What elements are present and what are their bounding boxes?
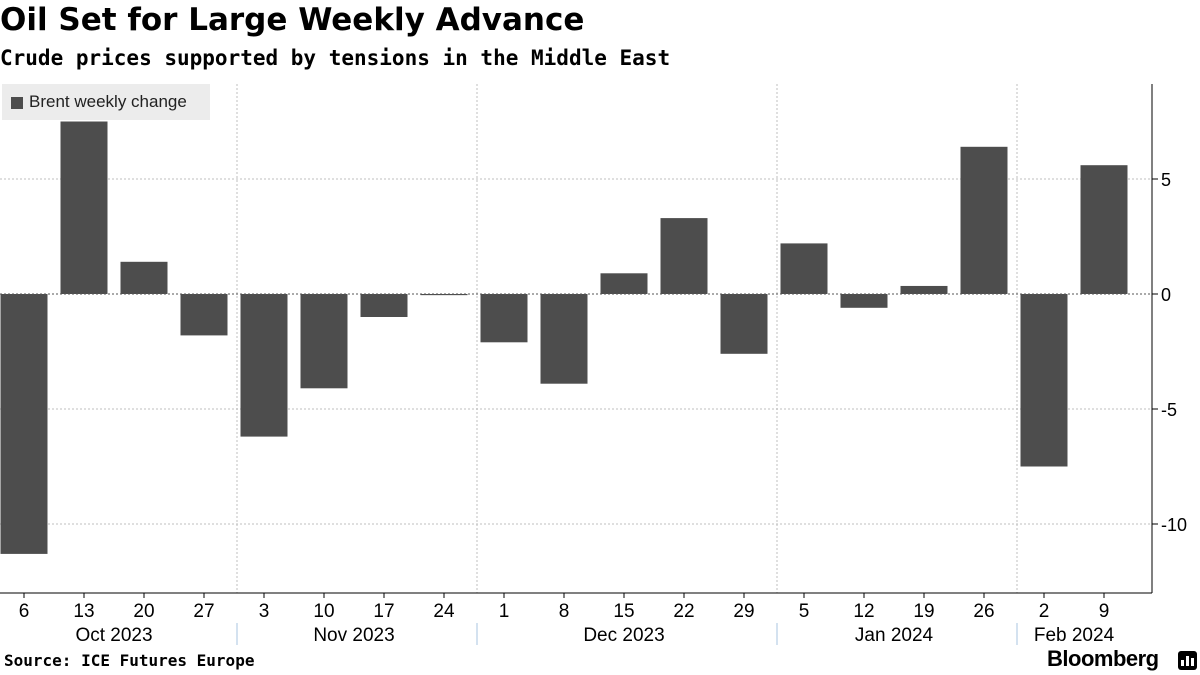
y-tick-label: -5 (1161, 400, 1177, 420)
month-label: Dec 2023 (583, 625, 664, 646)
x-tick-label: 6 (19, 601, 30, 622)
bar-13 (60, 121, 108, 294)
legend: Brent weekly change (2, 84, 210, 120)
source-note: Source: ICE Futures Europe (4, 651, 255, 670)
bar-6 (0, 294, 48, 554)
bar-1 (480, 294, 528, 343)
month-label: Jan 2024 (855, 625, 934, 646)
bloomberg-logo: Bloomberg (1047, 646, 1159, 671)
legend-label: Brent weekly change (29, 92, 187, 111)
bloomberg-chart-icon (1178, 651, 1197, 670)
x-tick-label: 17 (373, 601, 394, 622)
bar-2 (1020, 294, 1068, 467)
bar-15 (600, 273, 648, 294)
bar-19 (900, 285, 948, 294)
x-tick-label: 13 (73, 601, 94, 622)
bar-12 (840, 294, 888, 308)
x-tick-label: 10 (313, 601, 334, 622)
bar-17 (360, 294, 408, 317)
chart-title: Oil Set for Large Weekly Advance (0, 2, 585, 38)
x-tick-label: 19 (913, 601, 934, 622)
x-tick-label: 20 (133, 601, 154, 622)
tick-labels: 50-5-106 13 20 27 3 10 17 24 1 8 15 22 29 5 12 19 26 2 9Oc… (19, 170, 1187, 646)
x-tick-label: 29 (733, 601, 754, 622)
bar-20 (120, 261, 168, 294)
x-tick-label: 12 (853, 601, 874, 622)
bar-29 (720, 294, 768, 354)
month-label: Feb 2024 (1034, 625, 1115, 646)
gridlines (0, 84, 1152, 593)
chart-subtitle: Crude prices supported by tensions in th… (0, 46, 671, 70)
bar-27 (180, 294, 228, 336)
x-tick-label: 15 (613, 601, 634, 622)
y-tick-label: 5 (1161, 170, 1171, 190)
y-tick-label: 0 (1161, 285, 1171, 305)
bar-22 (660, 218, 708, 294)
x-tick-label: 1 (499, 601, 510, 622)
x-tick-label: 22 (673, 601, 694, 622)
bar-3 (240, 294, 288, 437)
bars (0, 121, 1128, 554)
x-tick-label: 5 (799, 601, 810, 622)
axes (0, 84, 1158, 645)
x-tick-label: 3 (259, 601, 270, 622)
x-tick-label: 24 (433, 601, 455, 622)
month-label: Oct 2023 (75, 625, 152, 646)
bar-26 (960, 146, 1008, 294)
bar-10 (300, 294, 348, 389)
bar-5 (780, 243, 828, 294)
x-tick-label: 9 (1099, 601, 1110, 622)
x-tick-label: 26 (973, 601, 994, 622)
legend-swatch (11, 97, 23, 109)
y-tick-label: -10 (1161, 515, 1187, 535)
x-tick-label: 27 (193, 601, 214, 622)
x-tick-label: 8 (559, 601, 570, 622)
bar-24 (420, 294, 468, 296)
bar-8 (540, 294, 588, 384)
x-tick-label: 2 (1039, 601, 1050, 622)
bar-9 (1080, 165, 1128, 294)
month-label: Nov 2023 (313, 625, 394, 646)
